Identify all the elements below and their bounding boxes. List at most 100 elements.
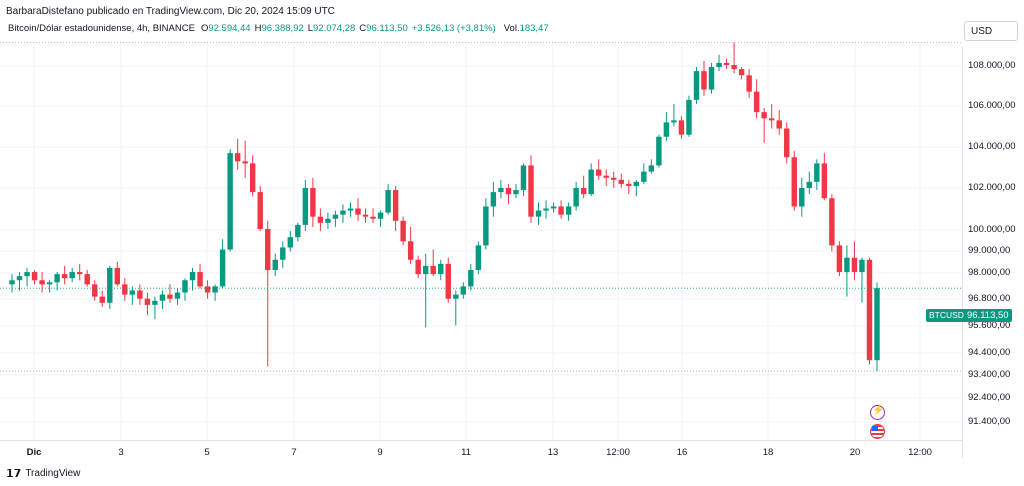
candle-body bbox=[859, 259, 865, 273]
candle-body bbox=[16, 276, 23, 281]
candle-body bbox=[746, 75, 752, 92]
candle-body bbox=[641, 171, 647, 182]
candle-body bbox=[219, 249, 226, 287]
candle-body bbox=[836, 245, 843, 273]
last-price-symbol-tag: BTCUSD bbox=[926, 309, 967, 322]
candle-body bbox=[513, 190, 519, 195]
time-axis-label: 11 bbox=[461, 447, 471, 458]
legend-high-key: H bbox=[254, 23, 262, 34]
candle-body bbox=[9, 280, 15, 285]
candle-body bbox=[701, 71, 707, 90]
candle-body bbox=[656, 136, 662, 166]
candle-body bbox=[24, 272, 30, 277]
candle-body bbox=[791, 157, 797, 207]
candle-body bbox=[475, 245, 482, 270]
tradingview-logo-text: TradingView bbox=[25, 468, 81, 479]
candle-body bbox=[69, 272, 75, 279]
candle-body bbox=[806, 181, 813, 188]
candle-body bbox=[490, 192, 497, 207]
candle-body bbox=[633, 181, 640, 186]
candle-body bbox=[543, 208, 549, 211]
candle-body bbox=[874, 288, 880, 361]
legend-close-value: 96.113,50 bbox=[366, 23, 408, 34]
candle-body bbox=[829, 198, 835, 246]
candle-body bbox=[212, 286, 218, 293]
candle-body bbox=[784, 128, 790, 158]
legend-symbol[interactable]: Bitcoin/Dólar estadounidense, 4h, BINANC… bbox=[8, 23, 195, 34]
price-axis-label: 102.000,00 bbox=[968, 182, 1016, 193]
candle-body bbox=[272, 259, 278, 270]
candle-body bbox=[498, 188, 504, 193]
candle-body bbox=[580, 188, 587, 195]
candle-body bbox=[851, 257, 858, 273]
candle-body bbox=[99, 296, 105, 303]
candle-body bbox=[422, 265, 429, 275]
currency-selector-button[interactable]: USD bbox=[964, 21, 1018, 41]
candle-body bbox=[686, 99, 692, 135]
candle-body bbox=[821, 163, 828, 199]
candle-body bbox=[129, 290, 136, 295]
candle-body bbox=[257, 192, 263, 229]
candle-body bbox=[693, 71, 700, 100]
tradingview-logo[interactable]: 𝟭𝟳 TradingView bbox=[6, 467, 80, 480]
time-axis-label: Dic bbox=[26, 447, 42, 458]
candle-body bbox=[611, 177, 617, 180]
candle-body bbox=[505, 188, 512, 195]
candle-body bbox=[144, 298, 151, 305]
candlestick-plot-area[interactable] bbox=[0, 0, 962, 440]
candle-body bbox=[761, 112, 767, 119]
time-axis-label: 5 bbox=[204, 447, 210, 458]
price-axis-label: 92.400,00 bbox=[968, 392, 1011, 403]
candle-body bbox=[708, 67, 715, 90]
candle-body bbox=[385, 190, 391, 213]
publisher-line: BarbaraDistefano publicado en TradingVie… bbox=[6, 6, 335, 17]
price-axis-label: 98.000,00 bbox=[968, 267, 1011, 278]
candle-body bbox=[814, 163, 820, 182]
candle-body bbox=[738, 69, 745, 76]
time-axis-label: 7 bbox=[291, 447, 297, 458]
candle-body bbox=[648, 165, 655, 172]
candle-body bbox=[76, 272, 83, 275]
legend-high-value: 96.388,92 bbox=[261, 23, 304, 34]
candle-body bbox=[753, 91, 760, 113]
us-flag-event-icon[interactable] bbox=[870, 424, 885, 439]
candle-body bbox=[520, 165, 527, 191]
candle-body bbox=[61, 274, 68, 279]
price-axis-label: 104.000,00 bbox=[968, 141, 1016, 152]
candle-body bbox=[565, 206, 572, 215]
candle-body bbox=[595, 169, 602, 176]
price-axis-label: 100.000,00 bbox=[968, 224, 1016, 235]
price-axis-label: 91.400,00 bbox=[968, 416, 1011, 427]
candle-body bbox=[866, 259, 873, 361]
candle-body bbox=[415, 259, 421, 275]
candle-body bbox=[31, 272, 38, 281]
candle-body bbox=[362, 214, 369, 217]
candle-body bbox=[332, 214, 339, 219]
candle-body bbox=[588, 169, 594, 195]
time-axis-label: 9 bbox=[377, 447, 383, 458]
candle-body bbox=[265, 229, 271, 270]
candle-body bbox=[468, 270, 474, 287]
candle-body bbox=[295, 224, 301, 238]
candle-body bbox=[325, 218, 331, 223]
candle-body bbox=[167, 294, 173, 299]
price-axis-label: 108.000,00 bbox=[968, 60, 1016, 71]
candle-body bbox=[460, 286, 467, 295]
candle-body bbox=[355, 208, 361, 215]
legend-low-key: L bbox=[307, 23, 314, 34]
candle-body bbox=[438, 263, 444, 275]
price-axis-label: 94.400,00 bbox=[968, 347, 1011, 358]
tradingview-logo-icon: 𝟭𝟳 bbox=[6, 468, 22, 480]
price-axis-label: 99.000,00 bbox=[968, 245, 1011, 256]
legend-open-value: 92.594,44 bbox=[208, 23, 251, 34]
candle-body bbox=[844, 257, 850, 273]
candle-body bbox=[768, 118, 775, 121]
candle-body bbox=[678, 120, 685, 135]
candle-body bbox=[347, 208, 354, 211]
time-axis-label: 18 bbox=[762, 447, 774, 458]
time-axis-label: 3 bbox=[118, 447, 124, 458]
candle-body bbox=[54, 274, 60, 283]
candle-body bbox=[182, 280, 188, 293]
legend-change: +3.526,13 (+3,81%) bbox=[411, 23, 496, 34]
event-lightning-icon[interactable] bbox=[870, 405, 885, 420]
